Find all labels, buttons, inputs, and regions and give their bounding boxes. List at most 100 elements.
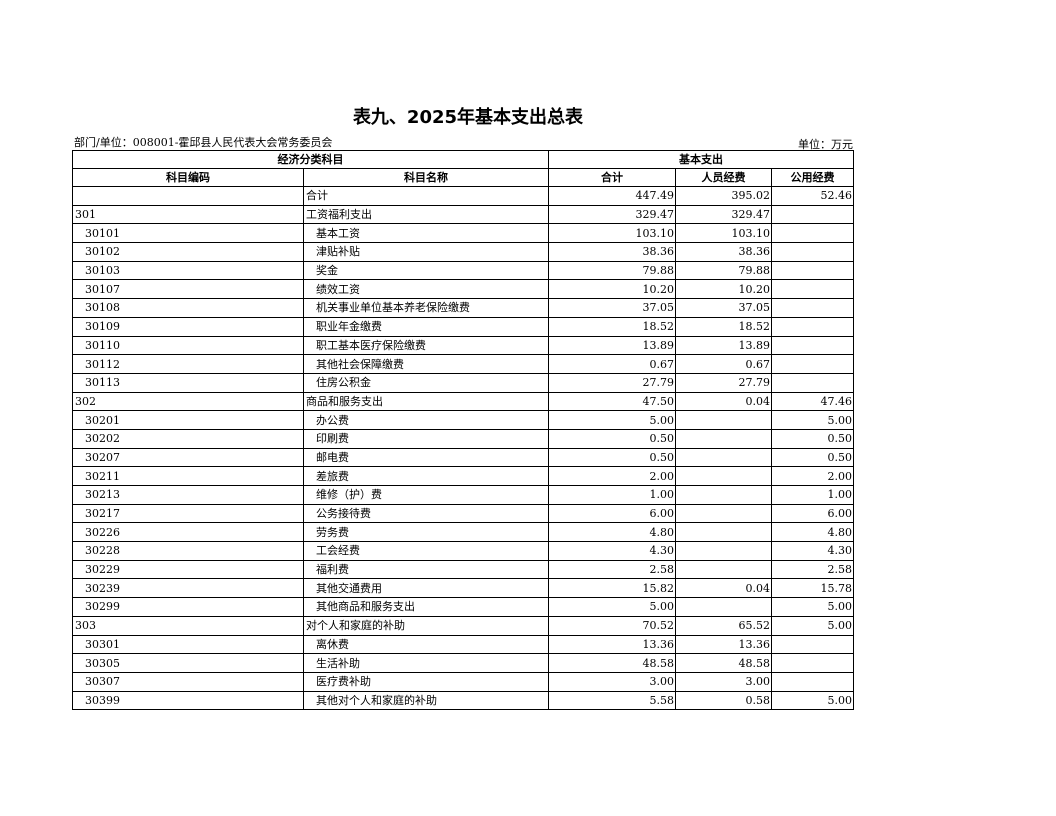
header-total: 合计 <box>548 168 676 187</box>
header-basic-expenditure: 基本支出 <box>547 150 855 169</box>
table-row: 30217 公务接待费 6.00 6.00 <box>72 503 855 524</box>
table-row: 30113 住房公积金 27.79 27.79 <box>72 372 855 393</box>
cell-personnel: 38.36 <box>675 242 772 262</box>
table-row: 30201 办公费 5.00 5.00 <box>72 410 855 430</box>
cell-personnel: 18.52 <box>675 316 772 337</box>
cell-total: 6.00 <box>548 503 676 524</box>
cell-personnel: 48.58 <box>675 653 772 673</box>
cell-personnel: 0.04 <box>675 578 772 599</box>
cell-personnel: 329.47 <box>675 204 772 225</box>
table-row: 30213 维修（护）费 1.00 1.00 <box>72 485 855 505</box>
cell-total: 27.79 <box>548 372 676 393</box>
cell-code: 30305 <box>72 653 304 673</box>
cell-personnel: 0.04 <box>675 391 772 412</box>
cell-personnel <box>675 485 772 505</box>
cell-name: 工会经费 <box>303 541 549 561</box>
cell-code: 301 <box>72 204 304 225</box>
cell-public <box>770 316 855 337</box>
cell-public: 15.78 <box>770 578 855 599</box>
cell-total: 4.80 <box>548 522 676 543</box>
cell-code: 30213 <box>72 485 304 505</box>
cell-public <box>770 354 855 374</box>
cell-total: 2.58 <box>548 559 676 580</box>
cell-total: 0.50 <box>548 428 676 449</box>
cell-public: 5.00 <box>770 615 855 636</box>
table-row: 30211 差旅费 2.00 2.00 <box>72 466 855 486</box>
cell-name: 绩效工资 <box>303 279 549 300</box>
cell-name: 其他社会保障缴费 <box>303 354 549 374</box>
table-row: 30399 其他对个人和家庭的补助 5.58 0.58 5.00 <box>72 690 855 711</box>
cell-total: 48.58 <box>548 653 676 673</box>
cell-code: 30112 <box>72 354 304 374</box>
cell-public <box>770 372 855 393</box>
cell-total: 13.36 <box>548 634 676 655</box>
cell-code: 30202 <box>72 428 304 449</box>
cell-name: 职业年金缴费 <box>303 316 549 337</box>
cell-public: 52.46 <box>770 186 855 206</box>
cell-personnel: 13.89 <box>675 335 772 356</box>
table-row: 30305 生活补助 48.58 48.58 <box>72 653 855 673</box>
cell-personnel: 395.02 <box>675 186 772 206</box>
cell-personnel <box>675 410 772 430</box>
cell-personnel: 0.67 <box>675 354 772 374</box>
table-row: 合计 447.49 395.02 52.46 <box>72 186 855 206</box>
table-row: 30101 基本工资 103.10 103.10 <box>72 223 855 244</box>
cell-name: 福利费 <box>303 559 549 580</box>
cell-code: 30201 <box>72 410 304 430</box>
cell-code: 30239 <box>72 578 304 599</box>
cell-personnel <box>675 466 772 486</box>
cell-code: 30108 <box>72 298 304 318</box>
cell-name: 离休费 <box>303 634 549 655</box>
table-row: 30239 其他交通费用 15.82 0.04 15.78 <box>72 578 855 599</box>
table-row: 30228 工会经费 4.30 4.30 <box>72 541 855 561</box>
cell-public: 5.00 <box>770 410 855 430</box>
cell-name: 住房公积金 <box>303 372 549 393</box>
cell-total: 329.47 <box>548 204 676 225</box>
cell-code: 30301 <box>72 634 304 655</box>
cell-code: 30113 <box>72 372 304 393</box>
cell-name: 劳务费 <box>303 522 549 543</box>
cell-code: 30228 <box>72 541 304 561</box>
cell-code: 30299 <box>72 597 304 617</box>
header-economic-class: 经济分类科目 <box>72 150 549 169</box>
cell-total: 5.00 <box>548 410 676 430</box>
header-row-columns: 科目编码 科目名称 合计 人员经费 公用经费 <box>72 168 855 187</box>
table-row: 30109 职业年金缴费 18.52 18.52 <box>72 316 855 337</box>
cell-total: 38.36 <box>548 242 676 262</box>
header-row-group: 经济分类科目 基本支出 <box>72 150 855 169</box>
cell-total: 5.00 <box>548 597 676 617</box>
table-row: 303 对个人和家庭的补助 70.52 65.52 5.00 <box>72 615 855 636</box>
cell-public: 2.00 <box>770 466 855 486</box>
table-row: 301 工资福利支出 329.47 329.47 <box>72 204 855 225</box>
cell-total: 47.50 <box>548 391 676 412</box>
cell-public <box>770 634 855 655</box>
cell-public <box>770 335 855 356</box>
cell-total: 15.82 <box>548 578 676 599</box>
cell-personnel: 0.58 <box>675 690 772 711</box>
cell-name: 津贴补贴 <box>303 242 549 262</box>
table-row: 30307 医疗费补助 3.00 3.00 <box>72 671 855 692</box>
cell-code: 30107 <box>72 279 304 300</box>
cell-total: 79.88 <box>548 260 676 281</box>
cell-personnel: 37.05 <box>675 298 772 318</box>
cell-code: 30110 <box>72 335 304 356</box>
cell-public: 0.50 <box>770 428 855 449</box>
table-row: 30226 劳务费 4.80 4.80 <box>72 522 855 543</box>
cell-name: 职工基本医疗保险缴费 <box>303 335 549 356</box>
cell-public <box>770 653 855 673</box>
cell-public: 4.30 <box>770 541 855 561</box>
cell-personnel: 79.88 <box>675 260 772 281</box>
cell-public <box>770 204 855 225</box>
cell-public: 5.00 <box>770 690 855 711</box>
cell-name: 生活补助 <box>303 653 549 673</box>
header-public: 公用经费 <box>770 168 855 187</box>
cell-code <box>72 186 304 206</box>
page-title: 表九、2025年基本支出总表 <box>352 107 584 128</box>
cell-total: 70.52 <box>548 615 676 636</box>
header-personnel: 人员经费 <box>675 168 772 187</box>
cell-public: 6.00 <box>770 503 855 524</box>
cell-total: 3.00 <box>548 671 676 692</box>
cell-name: 邮电费 <box>303 447 549 468</box>
cell-code: 30101 <box>72 223 304 244</box>
cell-total: 10.20 <box>548 279 676 300</box>
